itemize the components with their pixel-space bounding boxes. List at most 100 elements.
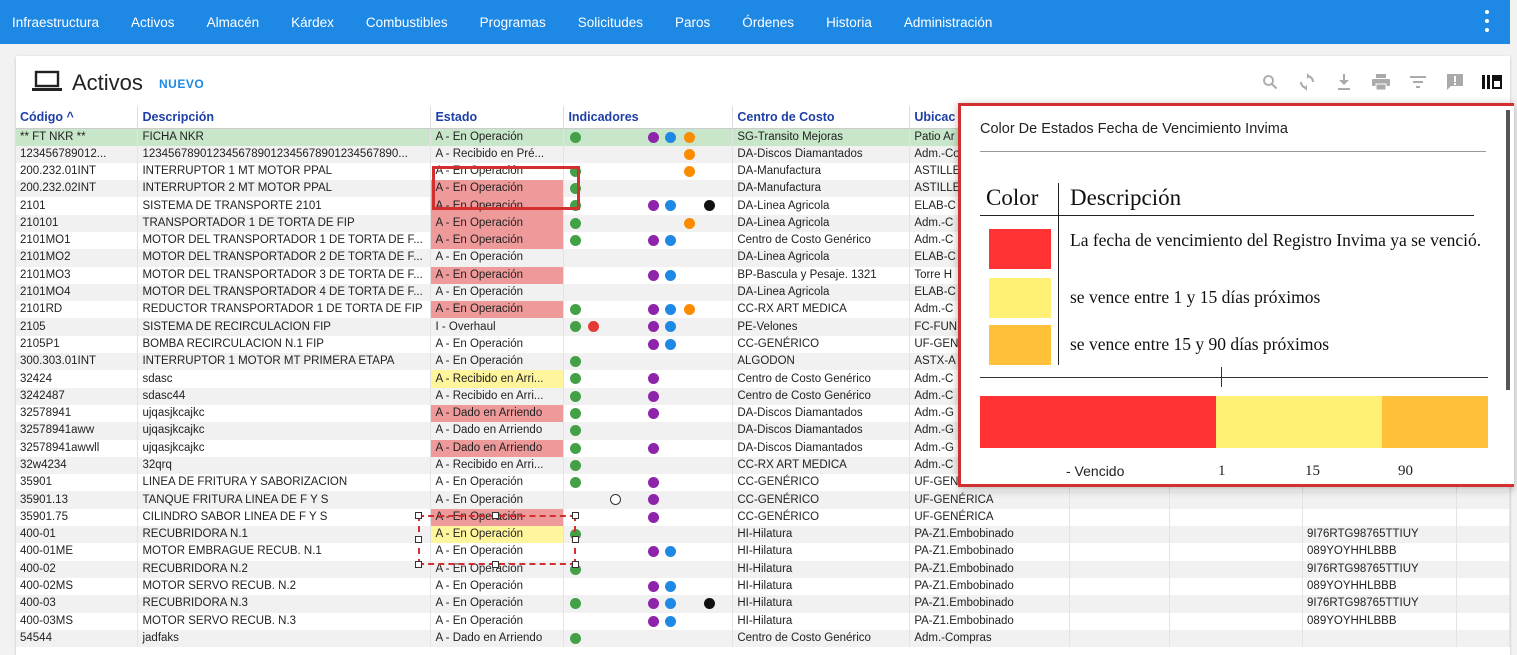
cell-cost-center: CC-GENÉRICO — [732, 335, 911, 354]
column-header[interactable]: Indicadores — [563, 106, 734, 129]
table-row[interactable]: 400-02 RECUBRIDORA N.2 A - En Operación HI-… — [16, 560, 1510, 578]
scale-label-15: 15 — [1305, 463, 1320, 479]
cell-empty — [1069, 526, 1171, 544]
print-icon[interactable] — [1362, 70, 1399, 94]
nav-item[interactable]: Infraestructura — [12, 14, 100, 30]
laptop-icon — [32, 70, 62, 91]
nav-item[interactable]: Solicitudes — [577, 14, 643, 30]
scale-bar-15 — [1216, 396, 1382, 448]
column-header[interactable]: Descripción — [137, 106, 432, 129]
column-header[interactable]: Estado — [430, 106, 565, 129]
cell-code: 32424 — [16, 370, 139, 388]
cell-description: LINEA DE FRITURA Y SABORIZACION — [137, 474, 432, 492]
blue-indicator-icon — [665, 304, 677, 316]
report-icon[interactable] — [1436, 70, 1473, 94]
cell-empty — [1456, 560, 1510, 578]
columns-icon[interactable] — [1473, 70, 1510, 94]
cell-code: 200.232.02INT — [16, 180, 139, 198]
cell-indicators — [563, 145, 734, 163]
cell-status: A - Recibido en Pré... — [430, 145, 565, 163]
cell-description: MOTOR SERVO RECUB. N.2 — [137, 577, 432, 596]
cell-description: sdasc44 — [137, 387, 432, 405]
nav-item[interactable]: Activos — [131, 14, 175, 30]
cell-location: UF-GENÉRICA — [909, 508, 1071, 527]
table-row[interactable]: 400-03MS MOTOR SERVO RECUB. N.3 A - En Ope… — [16, 612, 1510, 630]
cell-status: A - En Operación — [430, 595, 565, 613]
nav-item[interactable]: Almacén — [206, 14, 260, 30]
table-row[interactable]: 400-02MS MOTOR SERVO RECUB. N.2 A - En Ope… — [16, 577, 1510, 596]
cell-code: 2101MO2 — [16, 249, 139, 267]
cell-description: ujqasjkcajkc — [137, 422, 432, 440]
nav-item[interactable]: Programas — [479, 14, 546, 30]
blue-indicator-icon — [665, 598, 677, 610]
cell-cost-center: DA-Discos Diamantados — [732, 422, 911, 440]
cell-status: A - Dado en Arriendo — [430, 439, 565, 457]
cell-code: 32578941aww — [16, 422, 139, 440]
cell-indicators — [563, 543, 734, 561]
cell-code: 123456789012... — [16, 145, 139, 163]
cell-serial: 089YOYHHLBBB — [1302, 612, 1457, 630]
download-icon[interactable] — [1325, 70, 1362, 94]
purple-indicator-icon — [648, 477, 660, 489]
nav-item[interactable]: Kárdex — [291, 14, 334, 30]
purple-indicator-icon — [648, 200, 660, 212]
cell-indicators — [563, 422, 734, 440]
cell-empty — [1169, 560, 1304, 578]
table-row[interactable]: 54544 jadfaks A - Dado en Arriendo Centro d… — [16, 629, 1510, 648]
table-row[interactable]: 400-03 RECUBRIDORA N.3 A - En Operación HI-… — [16, 595, 1510, 613]
cell-status: A - En Operación — [430, 162, 565, 181]
cell-cost-center: DA-Linea Agricola — [732, 214, 911, 232]
blue-indicator-icon — [665, 321, 677, 333]
cell-description: ujqasjkcajkc — [137, 404, 432, 423]
cell-cost-center: SG-Transito Mejoras — [732, 128, 911, 146]
cell-cost-center: DA-Discos Diamantados — [732, 439, 911, 457]
more-vert-icon[interactable] — [1484, 10, 1490, 32]
filter-icon[interactable] — [1399, 70, 1436, 94]
cell-cost-center: DA-Discos Diamantados — [732, 404, 911, 423]
nav-item[interactable]: Paros — [675, 14, 711, 30]
purple-indicator-icon — [648, 598, 660, 610]
green-indicator-icon — [570, 200, 582, 212]
cell-location: PA-Z1.Embobinado — [909, 560, 1071, 578]
cell-description: INTERRUPTOR 1 MT MOTOR PPAL — [137, 162, 432, 181]
cell-code: 2101MO3 — [16, 266, 139, 284]
column-header[interactable]: Código ^ — [16, 106, 139, 129]
cell-cost-center: HI-Hilatura — [732, 560, 911, 578]
cell-cost-center: HI-Hilatura — [732, 595, 911, 613]
orange-indicator-icon — [684, 165, 696, 177]
column-header[interactable]: Centro de Costo — [732, 106, 911, 129]
nav-item[interactable]: Combustibles — [365, 14, 448, 30]
cell-status: A - En Operación — [430, 560, 565, 578]
blue-indicator-icon — [665, 338, 677, 350]
nav-item[interactable]: Órdenes — [742, 14, 795, 30]
search-icon[interactable] — [1251, 70, 1288, 94]
popup-frame — [958, 103, 1514, 487]
table-row[interactable]: 400-01ME MOTOR EMBRAGUE RECUB. N.1 A - En … — [16, 543, 1510, 561]
cell-empty — [1169, 612, 1304, 630]
new-button[interactable]: NUEVO — [159, 77, 205, 91]
cell-description: RECUBRIDORA N.1 — [137, 526, 432, 544]
nav-item[interactable]: Historia — [826, 14, 872, 30]
cell-location: PA-Z1.Embobinado — [909, 577, 1071, 596]
cell-description: MOTOR SERVO RECUB. N.3 — [137, 612, 432, 630]
cell-indicators — [563, 387, 734, 405]
scrollbar[interactable] — [1506, 110, 1510, 390]
cell-location: PA-Z1.Embobinado — [909, 612, 1071, 630]
cell-indicators — [563, 266, 734, 284]
cell-code: 400-02MS — [16, 577, 139, 596]
cell-empty — [1456, 612, 1510, 630]
cell-cost-center: CC-GENÉRICO — [732, 491, 911, 509]
cell-empty — [1169, 508, 1304, 527]
cell-empty — [1169, 595, 1304, 613]
cell-status: A - Dado en Arriendo — [430, 629, 565, 648]
cell-status: I - Overhaul — [430, 318, 565, 336]
table-row[interactable]: 400-01 RECUBRIDORA N.1 A - En Operación HI-… — [16, 526, 1510, 544]
nav-item[interactable]: Administración — [903, 14, 993, 30]
green-indicator-icon — [570, 304, 582, 316]
purple-indicator-icon — [648, 407, 660, 419]
refresh-icon[interactable] — [1288, 70, 1325, 94]
cell-empty — [1069, 595, 1171, 613]
legend-header-description: Descripción — [1070, 185, 1182, 210]
